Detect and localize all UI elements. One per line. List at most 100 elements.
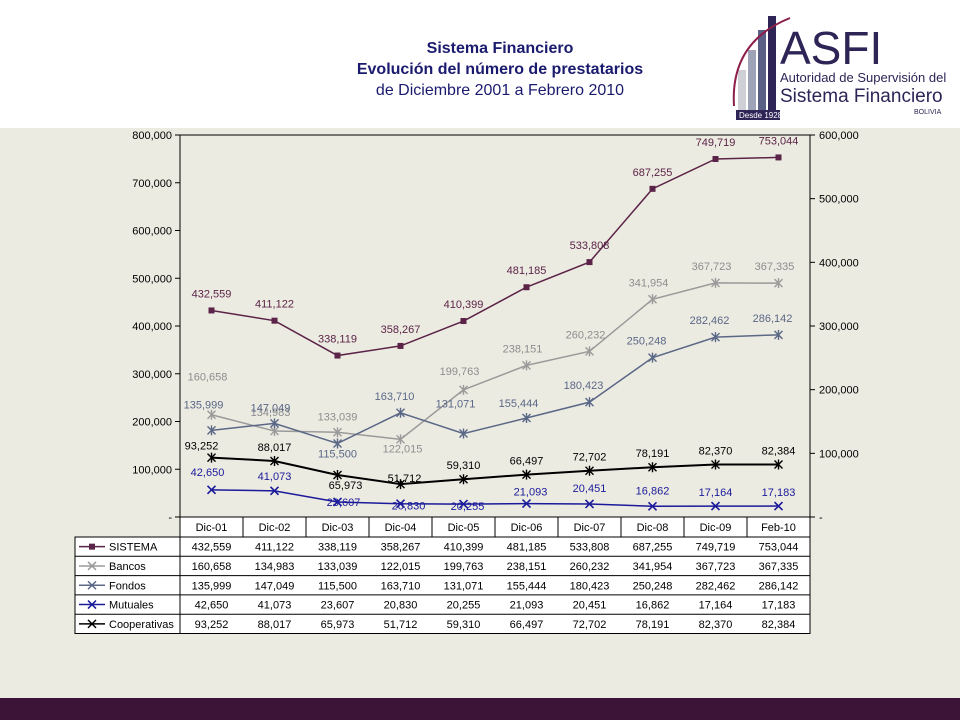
data-point-cooperativas (207, 452, 216, 463)
data-label-cooperativas: 65,973 (329, 480, 363, 492)
category-label: Dic-06 (511, 522, 543, 534)
table-cell: 481,185 (507, 542, 547, 554)
data-point-bancos (711, 277, 720, 288)
data-point-mutuales (269, 486, 280, 496)
table-cell: 93,252 (195, 619, 229, 631)
right-tick-label: 100,000 (819, 448, 859, 460)
right-tick-label: - (819, 512, 823, 524)
data-label-bancos: 122,015 (383, 443, 423, 455)
data-point-sistema (649, 185, 656, 192)
data-point-mutuales (584, 499, 595, 509)
data-point-sistema (586, 259, 593, 266)
left-tick-label: 100,000 (132, 464, 172, 476)
table-cell: 115,500 (318, 580, 357, 592)
data-point-sistema (334, 352, 341, 359)
right-tick-label: 400,000 (819, 257, 859, 269)
data-point-sistema (712, 156, 719, 163)
data-label-cooperativas: 82,384 (762, 446, 796, 458)
table-cell: 72,702 (573, 619, 607, 631)
data-label-fondos: 131,071 (436, 399, 476, 411)
left-tick-label: 200,000 (132, 417, 172, 429)
data-point-cooperativas (522, 469, 531, 480)
table-cell: 42,650 (195, 600, 229, 612)
legend-label: Bancos (109, 561, 146, 573)
table-cell: 147,049 (255, 580, 295, 592)
data-label-bancos: 199,763 (440, 366, 480, 378)
data-label-bancos: 341,954 (629, 277, 669, 289)
table-cell: 20,451 (573, 600, 607, 612)
data-label-sistema: 432,559 (192, 288, 232, 300)
data-point-mutuales (458, 499, 469, 509)
logo-line1: Autoridad de Supervisión del (780, 70, 946, 85)
data-point-sistema (775, 154, 782, 161)
data-point-cooperativas (333, 469, 342, 480)
series-line-cooperativas (211, 456, 779, 486)
data-point-fondos (711, 332, 720, 343)
data-label-bancos: 134,983 (251, 407, 291, 419)
data-point-mutuales (710, 501, 721, 511)
data-point-bancos (774, 278, 783, 289)
category-label: Dic-09 (700, 522, 732, 534)
table-cell: 88,017 (258, 619, 292, 631)
data-point-bancos (207, 409, 216, 420)
table-cell: 180,423 (570, 580, 610, 592)
series-line-mutuales (211, 489, 779, 508)
data-label-mutuales: 23,607 (327, 497, 361, 509)
category-label: Dic-03 (322, 522, 354, 534)
logo-bar-1 (738, 70, 746, 112)
data-point-sistema (523, 284, 530, 291)
legend-marker-fondos (87, 580, 97, 590)
data-label-bancos: 160,658 (188, 372, 228, 384)
logo-since-box (736, 110, 780, 120)
table-cell: 160,658 (192, 561, 232, 573)
data-point-mutuales (521, 499, 532, 509)
data-label-fondos: 155,444 (499, 398, 539, 410)
table-cell: 338,119 (318, 542, 357, 554)
category-label: Dic-05 (448, 522, 480, 534)
data-label-mutuales: 17,183 (762, 487, 796, 499)
data-point-fondos (585, 397, 594, 408)
data-point-cooperativas (774, 459, 783, 470)
legend-marker-sistema (89, 543, 95, 550)
table-cell: 51,712 (384, 619, 418, 631)
table-cell: 155,444 (507, 580, 547, 592)
logo-country: BOLIVIA (914, 109, 942, 116)
table-cell: 41,073 (258, 600, 292, 612)
data-point-cooperativas (459, 474, 468, 485)
chart: - 100,000 200,000 300,000 400,000 500,000 600,… (74, 130, 859, 634)
table-cell: 23,607 (321, 600, 355, 612)
logo-bar-2 (748, 50, 756, 112)
data-label-sistema: 358,267 (381, 324, 421, 336)
data-label-sistema: 687,255 (633, 167, 673, 179)
data-label-cooperativas: 88,017 (258, 442, 292, 454)
data-label-bancos: 133,039 (318, 411, 358, 423)
table-cell: 410,399 (444, 542, 484, 554)
data-point-bancos (585, 346, 594, 357)
legend-marker-cooperativas (87, 619, 97, 629)
category-label: Feb-10 (761, 522, 796, 534)
chart-subtitle: Evolución del número de prestatarios (356, 61, 644, 78)
table-cell: 533,808 (570, 542, 610, 554)
header-band (0, 0, 960, 128)
table-cell: 753,044 (759, 542, 799, 554)
table-cell: 20,830 (384, 600, 418, 612)
data-point-bancos (522, 360, 531, 371)
data-label-mutuales: 20,451 (573, 483, 607, 495)
data-point-fondos (459, 428, 468, 439)
data-label-cooperativas: 59,310 (447, 460, 481, 472)
data-point-fondos (270, 418, 279, 429)
right-tick-label: 200,000 (819, 385, 859, 397)
asfi-logo: ASFI Autoridad de Supervisión del Sistem… (732, 16, 946, 120)
table-cell: 66,497 (510, 619, 544, 631)
table-cell: 367,723 (696, 561, 736, 573)
data-label-cooperativas: 78,191 (636, 448, 670, 460)
data-label-mutuales: 20,830 (392, 501, 426, 513)
table-cell: 59,310 (447, 619, 481, 631)
legend-label: SISTEMA (109, 542, 158, 554)
table-cell: 250,248 (633, 580, 673, 592)
table-cell: 432,559 (192, 542, 232, 554)
data-point-cooperativas (711, 459, 720, 470)
data-label-fondos: 250,248 (627, 336, 667, 348)
left-tick-label: 700,000 (132, 178, 172, 190)
data-point-cooperativas (270, 455, 279, 466)
